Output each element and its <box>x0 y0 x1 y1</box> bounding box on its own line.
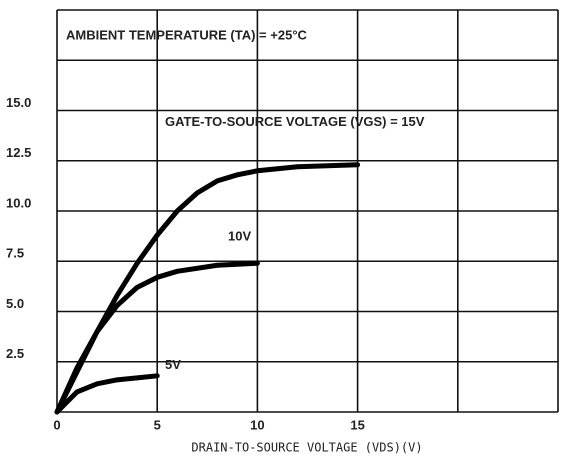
x-tick-label: 5 <box>154 417 161 432</box>
series-label: 5V <box>165 357 181 372</box>
series-label: GATE-TO-SOURCE VOLTAGE (VGS) = 15V <box>165 114 425 129</box>
y-tick-label: 10.0 <box>6 195 31 210</box>
y-tick-label: 5.0 <box>6 296 24 311</box>
y-tick-label: 7.5 <box>6 246 24 261</box>
x-axis-label: DRAIN-TO-SOURCE VOLTAGE (VDS)(V) <box>191 441 422 455</box>
x-tick-label: 0 <box>53 417 60 432</box>
y-tick-label: 12.5 <box>6 145 31 160</box>
x-tick-label: 15 <box>350 417 364 432</box>
line <box>54 162 361 415</box>
x-tick-label: 10 <box>250 417 264 432</box>
y-tick-label: 2.5 <box>6 346 24 361</box>
annotation: AMBIENT TEMPERATURE (TA) = +25°C <box>66 27 308 42</box>
line <box>54 373 160 415</box>
y-tick-label: 15.0 <box>6 95 31 110</box>
line <box>54 260 260 415</box>
series-label: 10V <box>228 229 251 244</box>
